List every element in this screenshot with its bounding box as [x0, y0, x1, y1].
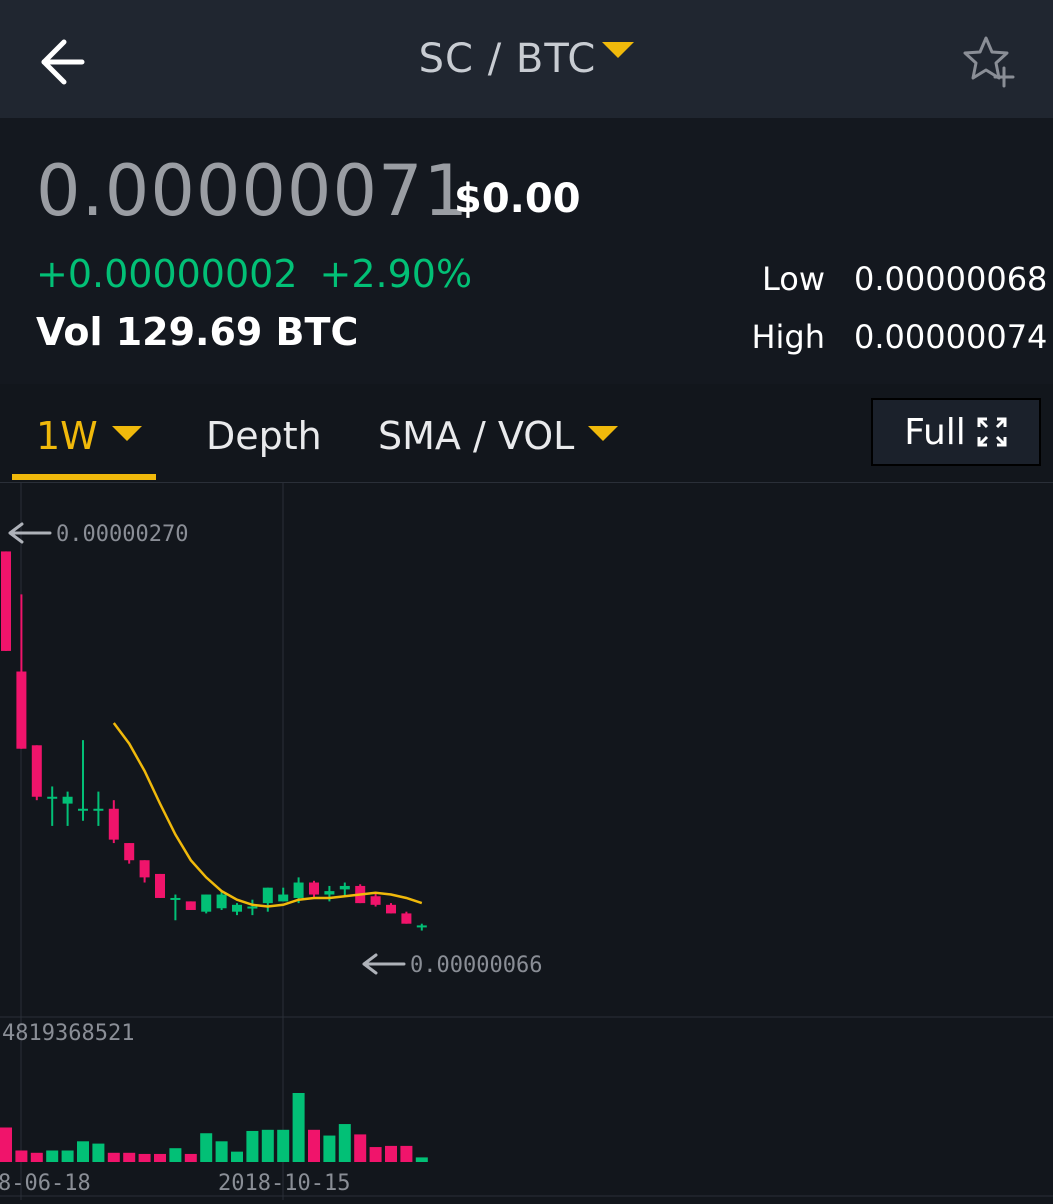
min-price-label: 0.00000066 — [410, 953, 542, 978]
add-favorite-star-icon[interactable] — [960, 34, 1020, 90]
x-tick-label: 8-06-18 — [0, 1171, 91, 1196]
candle-body — [232, 904, 242, 912]
candle-body — [93, 808, 104, 811]
candle-body — [139, 860, 150, 878]
candle-body — [170, 897, 181, 900]
volume-bar — [30, 1152, 43, 1162]
candle-body — [401, 913, 412, 924]
candle-body — [324, 891, 335, 895]
candle-body — [339, 885, 350, 890]
volume-bar — [308, 1129, 320, 1162]
volume-bar — [200, 1133, 213, 1162]
high-label: High — [751, 318, 825, 356]
candle-body — [155, 873, 165, 898]
volume-bar — [415, 1157, 428, 1162]
tab-indicators[interactable]: SMA / VOL — [378, 414, 619, 458]
tab-interval[interactable]: 1W — [36, 414, 142, 458]
caret-down-icon — [588, 426, 619, 441]
expand-icon — [977, 417, 1007, 447]
low-value: 0.00000068 — [854, 260, 1048, 298]
max-price-arrow-icon — [8, 522, 52, 544]
max-price-label: 0.00000270 — [56, 522, 188, 547]
candle-body — [47, 796, 58, 799]
candle-body — [124, 843, 135, 861]
candle-body — [416, 925, 427, 928]
volume-bar — [123, 1152, 136, 1162]
caret-down-icon — [602, 42, 635, 58]
volume-24h: Vol 129.69 BTC — [36, 310, 359, 354]
candle-body — [1, 551, 11, 651]
volume-bar — [261, 1129, 274, 1162]
price-change: +0.00000002 +2.90% — [36, 252, 472, 296]
volume-bar — [369, 1147, 382, 1162]
candlestick-chart-svg: 0.00000270 0.00000066 4819368521 8-06-18 20… — [0, 482, 1053, 1200]
candle-body — [293, 882, 304, 898]
candle-body — [370, 896, 381, 905]
candle-body — [309, 882, 319, 895]
candle-body — [201, 894, 212, 912]
last-price: 0.00000071 — [36, 150, 470, 232]
high-value: 0.00000074 — [854, 318, 1048, 356]
fullscreen-button[interactable]: Full — [871, 398, 1041, 466]
volume-bar — [184, 1153, 197, 1162]
ticker-panel — [0, 118, 1053, 384]
candle-body — [386, 904, 396, 914]
candle-body — [216, 894, 227, 909]
caret-down-icon — [111, 426, 142, 441]
volume-bar — [231, 1151, 243, 1162]
change-absolute: +0.00000002 — [36, 252, 298, 296]
pair-label: SC / BTC — [418, 36, 597, 82]
fullscreen-label: Full — [904, 411, 966, 453]
pair-selector[interactable]: SC / BTC — [0, 36, 1053, 82]
price-chart[interactable]: 0.00000270 0.00000066 4819368521 8-06-18 20… — [0, 482, 1053, 1200]
volume-bar — [92, 1143, 105, 1162]
volume-bar — [338, 1124, 351, 1162]
volume-bar — [400, 1145, 413, 1162]
volume-bar — [277, 1129, 290, 1162]
volume-bar — [169, 1148, 182, 1162]
volume-bar — [46, 1150, 59, 1162]
volume-bar — [77, 1141, 89, 1162]
volume-bar — [215, 1141, 228, 1162]
candle-body — [262, 887, 273, 904]
volume-bar — [154, 1153, 166, 1162]
x-tick-label: 2018-10-15 — [218, 1171, 350, 1196]
active-tab-indicator — [12, 474, 156, 480]
candle-body — [185, 901, 196, 910]
candle-body — [16, 671, 27, 749]
candle-body — [78, 808, 88, 811]
volume-bar — [323, 1135, 336, 1162]
candle-body — [108, 808, 119, 840]
volume-bar — [246, 1130, 259, 1162]
volume-bar — [385, 1145, 397, 1162]
interval-label: 1W — [36, 414, 98, 458]
volume-bar — [292, 1093, 305, 1162]
low-label: Low — [761, 260, 825, 298]
volume-max-label: 4819368521 — [2, 1021, 134, 1046]
volume-bar — [354, 1134, 367, 1162]
volume-bar — [15, 1150, 28, 1162]
candle-body — [31, 745, 42, 797]
usd-price: $0.00 — [454, 176, 581, 222]
volume-bar — [138, 1153, 151, 1162]
candle-body — [247, 906, 258, 909]
candle-body — [62, 796, 73, 804]
min-price-arrow-icon — [362, 953, 406, 975]
volume-bar — [107, 1152, 120, 1162]
sma-line — [112, 722, 423, 908]
indicators-label: SMA / VOL — [378, 414, 575, 458]
top-bar — [0, 0, 1053, 118]
volume-bar — [0, 1127, 12, 1162]
tab-depth[interactable]: Depth — [206, 414, 322, 458]
candle-body — [278, 894, 289, 902]
volume-bar — [61, 1150, 74, 1162]
back-arrow-icon[interactable] — [36, 36, 88, 88]
change-percent: +2.90% — [319, 252, 473, 296]
